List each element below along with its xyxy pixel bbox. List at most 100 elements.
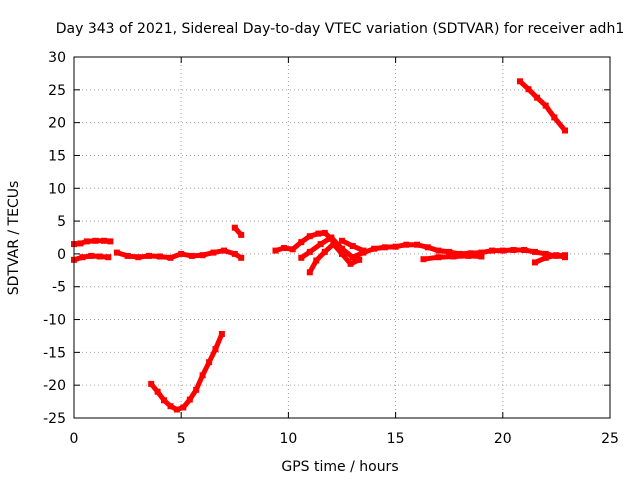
data-point [349,254,356,261]
chart-title: Day 343 of 2021, Sidereal Day-to-day VTE… [56,21,624,37]
y-tick-label: 5 [57,214,66,230]
data-point [218,331,225,337]
data-point [79,254,86,261]
data-point [173,406,180,413]
y-axis-label: SDTVAR / TECUs [6,181,22,296]
data-point [167,254,174,261]
data-point [92,237,99,244]
data-point [349,243,356,249]
data-point [532,259,538,266]
data-point [135,254,142,261]
data-point [510,247,517,253]
data-point [328,234,335,241]
data-point [186,396,193,403]
data-point [306,233,313,240]
x-tick-label: 10 [279,431,297,447]
data-point [193,386,200,393]
data-point [517,78,523,85]
data-point [562,127,568,134]
data-point [272,247,279,254]
data-point [339,245,345,252]
data-point [521,247,528,253]
data-point [478,253,485,260]
data-point [542,102,549,109]
data-point [542,254,549,261]
data-point [414,241,420,248]
data-point [77,240,84,247]
data-point [180,404,187,411]
y-tick-label: 10 [48,181,66,197]
data-point [465,252,472,259]
data-point [161,397,167,404]
data-point [178,250,185,257]
data-point [289,246,296,253]
y-tick-label: 20 [48,116,66,132]
data-point [105,254,112,261]
data-point [420,256,427,263]
data-point [101,237,107,244]
data-point [96,253,103,260]
data-point [298,239,305,246]
y-tick-label: 30 [48,50,66,66]
plot-frame [73,56,611,419]
data-point [238,231,245,238]
data-point [534,94,541,101]
data-point [424,244,431,251]
data-point [339,237,345,244]
data-point [199,372,206,379]
data-point [306,248,313,255]
x-axis-label: GPS time / hours [281,459,398,475]
y-tick-label: -10 [43,313,66,329]
data-point [238,254,245,261]
y-tick-label: 25 [48,83,66,99]
x-tick-label: 5 [177,431,186,447]
data-point [356,256,363,263]
y-tick-label: 0 [57,247,66,263]
series-arc-11 [534,252,566,265]
data-point [435,254,442,261]
data-point [381,244,388,251]
data-point [321,229,328,236]
y-tick-label: 15 [48,148,66,164]
axis-ticks: 0 5 10 15 20 25 -25 -20 -15 -10 -5 0 5 10 15 20 25 30 [43,50,619,447]
data-series [71,78,568,413]
data-point [450,253,457,260]
data-point [403,241,410,248]
y-tick-label: -25 [43,411,66,427]
data-point [306,269,313,276]
data-point [199,252,206,259]
y-tick-label: -5 [52,280,66,296]
y-tick-label: -15 [43,345,66,361]
data-point [360,247,367,254]
data-point [317,241,324,248]
x-tick-label: 20 [494,431,512,447]
data-point [347,260,354,267]
data-point [321,248,328,255]
data-point [88,252,95,259]
x-tick-label: 0 [70,431,79,447]
data-point [113,249,120,256]
data-point [231,224,238,231]
data-point [532,248,538,255]
data-point [525,86,532,93]
data-point [167,403,174,410]
data-point [156,253,163,260]
gridlines [74,57,610,418]
data-point [221,247,228,254]
data-point [154,388,161,395]
data-point [330,241,337,248]
data-point [210,249,217,256]
data-point [315,230,322,237]
data-point [212,346,219,353]
data-point [206,359,213,366]
data-point [562,254,568,261]
data-point [371,245,378,252]
data-point [542,250,549,257]
data-point [107,238,114,245]
x-tick-label: 25 [601,431,619,447]
data-point [435,247,442,254]
data-point [146,252,152,259]
data-point [392,243,399,250]
data-point [124,252,131,259]
